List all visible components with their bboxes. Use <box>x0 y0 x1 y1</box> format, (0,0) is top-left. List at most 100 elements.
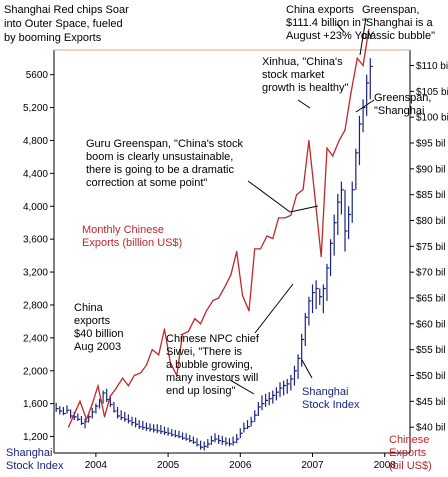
index-bar <box>124 411 128 422</box>
index-bar <box>185 433 189 441</box>
index-bar <box>366 74 370 116</box>
left-tick-label: 5600 <box>26 70 49 81</box>
leader-guru <box>247 180 291 213</box>
index-bar <box>225 437 229 446</box>
annotation-greenspan-short: Greenspan, "Shanghai <box>374 92 435 117</box>
leader-greenspan-short <box>355 99 375 113</box>
exports-point <box>199 323 202 325</box>
annotation-line: Aug 2003 <box>74 341 121 353</box>
index-bar <box>337 193 341 236</box>
index-bar <box>210 435 214 445</box>
index-bar <box>160 425 164 435</box>
index-bar <box>203 441 207 451</box>
annotation-line: Exports (billion US$) <box>82 237 182 249</box>
right-tick-label: $80 bil <box>416 216 445 227</box>
index-bar <box>171 429 175 437</box>
annotation-line: correction at some point" <box>86 177 207 189</box>
index-bar <box>322 284 326 314</box>
annotation-line: exports <box>74 315 111 327</box>
exports-point <box>236 250 238 253</box>
index-bar <box>116 406 121 419</box>
annotation-line: "Shanghai <box>374 105 424 117</box>
index-bar <box>243 422 247 433</box>
annotation-line: $40 billion <box>74 328 124 340</box>
left-tick-label: 2,000 <box>23 366 48 377</box>
exports-point <box>338 139 340 142</box>
annotation-line: there is going to be a dramatic <box>86 164 234 176</box>
exports-point <box>133 374 135 377</box>
exports-point <box>350 93 352 95</box>
right-tick-label: $100 bil <box>416 113 448 124</box>
index-bar <box>102 390 106 404</box>
annotation-line: Greenspan, <box>362 4 419 16</box>
index-bar <box>315 280 319 310</box>
index-bar <box>95 403 99 414</box>
annotation-line: Shanghai <box>302 386 349 398</box>
leader-shanghai <box>301 359 313 379</box>
exports-point <box>79 400 81 402</box>
annotation-line: Monthly Chinese <box>82 224 164 236</box>
left-tick-label: 2,400 <box>23 333 48 344</box>
index-bar <box>301 333 305 367</box>
exports-point <box>266 235 268 237</box>
index-bar <box>156 424 160 434</box>
exports-series <box>67 28 370 428</box>
annotation-china-exports-111: China exports $111.4 billion in August +… <box>286 4 375 42</box>
exports-point <box>332 155 334 157</box>
exports-point <box>158 354 160 356</box>
index-bar <box>207 439 211 449</box>
index-bar <box>55 402 59 412</box>
index-bar <box>283 380 287 396</box>
index-bar <box>134 417 139 428</box>
index-bar <box>66 405 70 414</box>
annotation-guru-greenspan: Guru Greenspan, "China's stock boom is c… <box>86 138 246 189</box>
chart-title-line: by booming Exports <box>4 32 102 44</box>
index-bar <box>221 435 225 445</box>
exports-point <box>368 28 370 30</box>
annotation-npc-chief: Chinese NPC chief Siwei, "There is a bub… <box>166 333 262 397</box>
index-bar <box>311 284 316 314</box>
exports-point <box>187 330 189 333</box>
right-tick-label: $50 bil <box>416 371 445 382</box>
exports-point <box>254 248 256 250</box>
index-bar <box>145 422 149 431</box>
exports-point <box>344 129 346 131</box>
exports-point <box>241 294 244 297</box>
left-tick-label: 1,600 <box>23 399 48 410</box>
index-bar <box>120 410 124 421</box>
index-bar <box>236 434 240 444</box>
index-bar <box>272 390 276 404</box>
leader-guru-b <box>289 205 319 213</box>
right-tick-label: $65 bil <box>416 294 445 305</box>
x-tick-label: 2007 <box>301 460 324 471</box>
annotation-line: "Shanghai is a <box>362 17 433 29</box>
index-bar <box>142 420 146 430</box>
index-bar <box>246 420 251 430</box>
annotation-line: growth is healthy" <box>262 82 349 94</box>
chart-title-line: into Outer Space, fueled <box>4 18 123 30</box>
x-tick-label: 2008 <box>374 460 397 471</box>
index-bar <box>290 374 294 391</box>
annotation-line: Guru Greenspan, "China's stock <box>86 138 244 150</box>
index-bar <box>250 416 254 427</box>
index-bar <box>232 436 236 446</box>
right-axis-label-line: Chinese <box>389 434 429 446</box>
annotation-line: Xinhua, "China's <box>262 56 343 68</box>
index-bar <box>153 424 157 433</box>
exports-point <box>163 328 166 330</box>
exports-point <box>109 395 111 397</box>
left-tick-label: 4,800 <box>23 136 48 147</box>
right-tick-label: $75 bil <box>416 242 445 253</box>
left-tick-label: 4,000 <box>23 202 48 213</box>
index-bar <box>293 365 297 386</box>
right-axis-ticks: $40 bil $45 bil $50 bil $55 bil $60 bil $65 b… <box>410 61 448 434</box>
index-bar <box>275 387 279 401</box>
right-tick-label: $40 bil <box>416 423 445 434</box>
index-bar <box>70 409 74 419</box>
right-tick-label: $70 bil <box>416 268 445 279</box>
shanghai-index-series <box>55 58 373 451</box>
right-tick-label: $105 bil <box>416 87 448 98</box>
right-tick-label: $55 bil <box>416 345 445 356</box>
index-bar <box>286 378 290 394</box>
